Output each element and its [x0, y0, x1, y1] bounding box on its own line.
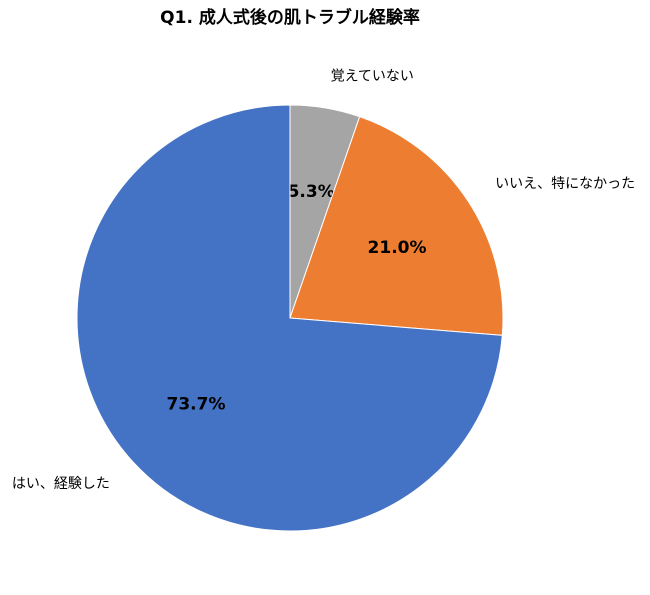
category-label: 覚えていない [331, 68, 414, 84]
data-label: 21.0% [368, 238, 427, 258]
pie-slice [76, 104, 503, 532]
data-label: 5.3% [288, 182, 335, 202]
category-label: はい、経験した [12, 476, 110, 492]
data-label: 73.7% [167, 395, 226, 415]
category-label: いいえ、特になかった [495, 176, 635, 192]
pie-slice [289, 116, 504, 336]
chart-title: Q1. 成人式後の肌トラブル経験率 [160, 7, 420, 28]
